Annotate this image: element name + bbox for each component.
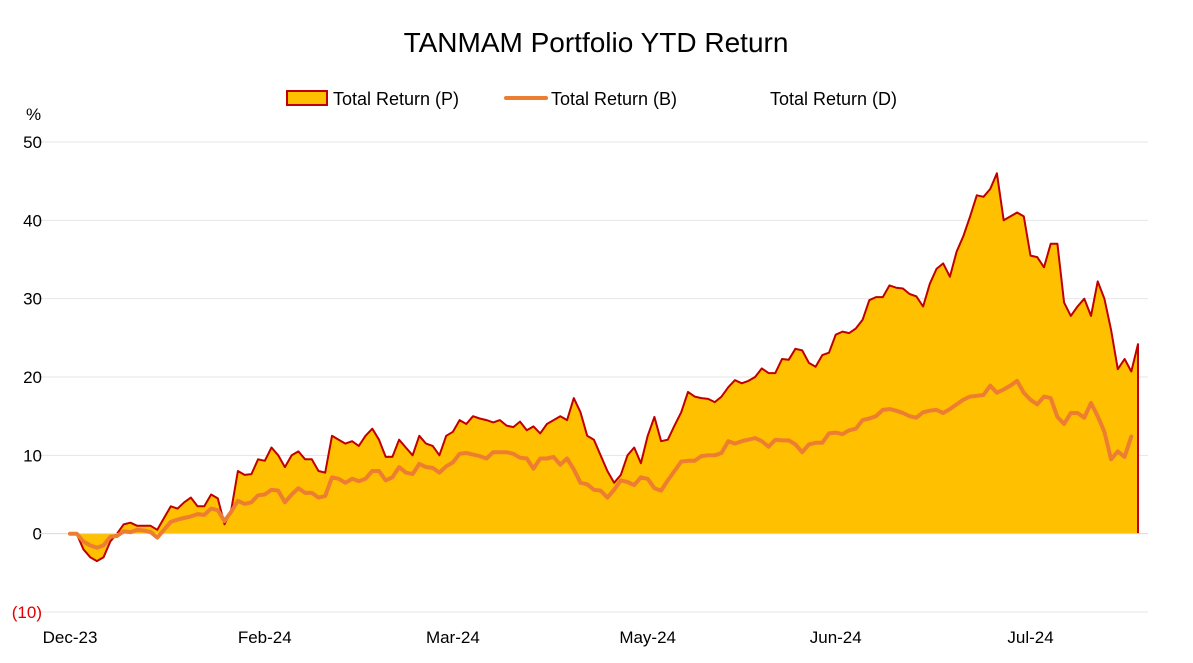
line-total-return-p [70,172,1139,563]
chart-title: TANMAM Portfolio YTD Return [404,27,789,58]
plot-area [38,172,1148,563]
y-tick-label: 0 [33,525,42,544]
legend-label-b: Total Return (B) [551,89,677,109]
y-tick-label: 20 [23,368,42,387]
y-tick-label: 50 [23,133,42,152]
y-tick-label: (10) [12,603,42,622]
legend-swatch-p [286,90,328,106]
x-tick-label: Mar-24 [426,628,480,647]
x-tick-label: Jun-24 [810,628,862,647]
line-total-return-b [68,378,1134,550]
x-tick-label: May-24 [619,628,676,647]
y-tick-label: 30 [23,290,42,309]
x-tick-label: Dec-23 [43,628,98,647]
y-tick-label: 40 [23,211,42,230]
legend-label-d: Total Return (D) [770,89,897,109]
y-axis-unit-label: % [26,105,41,124]
area-total-return-p [70,173,1138,562]
legend: Total Return (P) Total Return (B) Total … [286,89,897,109]
x-axis: Dec-23 Feb-24 Mar-24 May-24 Jun-24 Jul-24 [43,628,1054,647]
y-axis: 50 40 30 20 10 0 (10) [12,133,42,622]
x-tick-label: Feb-24 [238,628,292,647]
y-tick-label: 10 [23,446,42,465]
x-tick-label: Jul-24 [1007,628,1053,647]
legend-label-p: Total Return (P) [333,89,459,109]
